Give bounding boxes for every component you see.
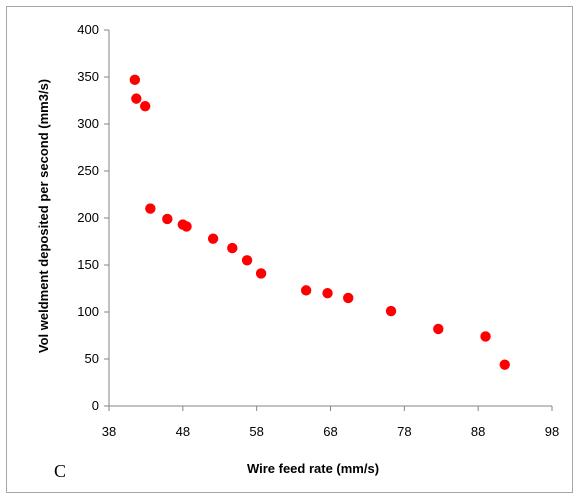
y-tick-label: 200 bbox=[77, 210, 99, 225]
x-tick-label: 88 bbox=[471, 424, 485, 439]
data-point bbox=[227, 242, 238, 254]
data-point bbox=[300, 285, 312, 296]
y-tick-label: 0 bbox=[92, 398, 99, 413]
data-point bbox=[162, 213, 173, 225]
data-point bbox=[131, 93, 142, 104]
data-point bbox=[145, 203, 156, 214]
x-tick-label: 38 bbox=[102, 424, 116, 439]
data-point bbox=[139, 100, 151, 112]
data-point bbox=[129, 74, 141, 86]
y-tick-label: 50 bbox=[85, 351, 99, 366]
y-axis-title: Vol weldment deposited per second (mm3/s… bbox=[36, 79, 51, 353]
data-point bbox=[241, 255, 253, 266]
data-point bbox=[480, 331, 491, 342]
plot-area: 0 50 100 150 200 250 300 350 400 38 48 58 68 78 88 98 bbox=[77, 22, 559, 439]
data-point bbox=[255, 268, 267, 279]
y-tick-label: 250 bbox=[77, 163, 99, 178]
chart-border bbox=[6, 6, 573, 493]
y-tick-label: 300 bbox=[77, 116, 99, 131]
y-tick-label: 350 bbox=[77, 69, 99, 84]
data-point bbox=[385, 305, 397, 317]
data-point bbox=[207, 233, 219, 244]
data-point bbox=[343, 292, 354, 304]
panel-letter-label: C bbox=[54, 461, 66, 481]
x-tick-label: 78 bbox=[397, 424, 411, 439]
x-tick-label: 68 bbox=[323, 424, 337, 439]
y-tick-label: 100 bbox=[77, 304, 99, 319]
data-point bbox=[181, 221, 192, 232]
x-tick-label: 98 bbox=[545, 424, 559, 439]
data-point bbox=[433, 323, 444, 335]
x-tick-label: 58 bbox=[249, 424, 263, 439]
y-tick-label: 150 bbox=[77, 257, 99, 272]
y-tick-label: 400 bbox=[77, 22, 99, 37]
data-point bbox=[322, 288, 333, 299]
x-axis-title: Wire feed rate (mm/s) bbox=[247, 461, 379, 476]
x-tick-label: 48 bbox=[176, 424, 190, 439]
data-point bbox=[499, 359, 510, 370]
